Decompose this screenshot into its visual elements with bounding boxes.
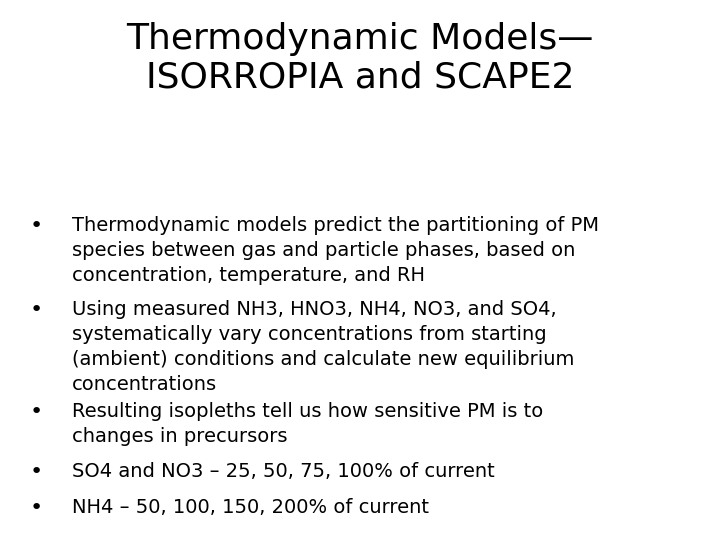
Text: •: • <box>30 300 42 320</box>
Text: •: • <box>30 402 42 422</box>
Text: •: • <box>30 462 42 482</box>
Text: Thermodynamic Models—
ISORROPIA and SCAPE2: Thermodynamic Models— ISORROPIA and SCAP… <box>126 22 594 95</box>
Text: •: • <box>30 216 42 236</box>
Text: NH4 – 50, 100, 150, 200% of current: NH4 – 50, 100, 150, 200% of current <box>72 498 429 517</box>
Text: •: • <box>30 498 42 518</box>
Text: SO4 and NO3 – 25, 50, 75, 100% of current: SO4 and NO3 – 25, 50, 75, 100% of curren… <box>72 462 495 481</box>
Text: Thermodynamic models predict the partitioning of PM
species between gas and part: Thermodynamic models predict the partiti… <box>72 216 599 285</box>
Text: Using measured NH3, HNO3, NH4, NO3, and SO4,
systematically vary concentrations : Using measured NH3, HNO3, NH4, NO3, and … <box>72 300 575 394</box>
Text: Resulting isopleths tell us how sensitive PM is to
changes in precursors: Resulting isopleths tell us how sensitiv… <box>72 402 544 446</box>
